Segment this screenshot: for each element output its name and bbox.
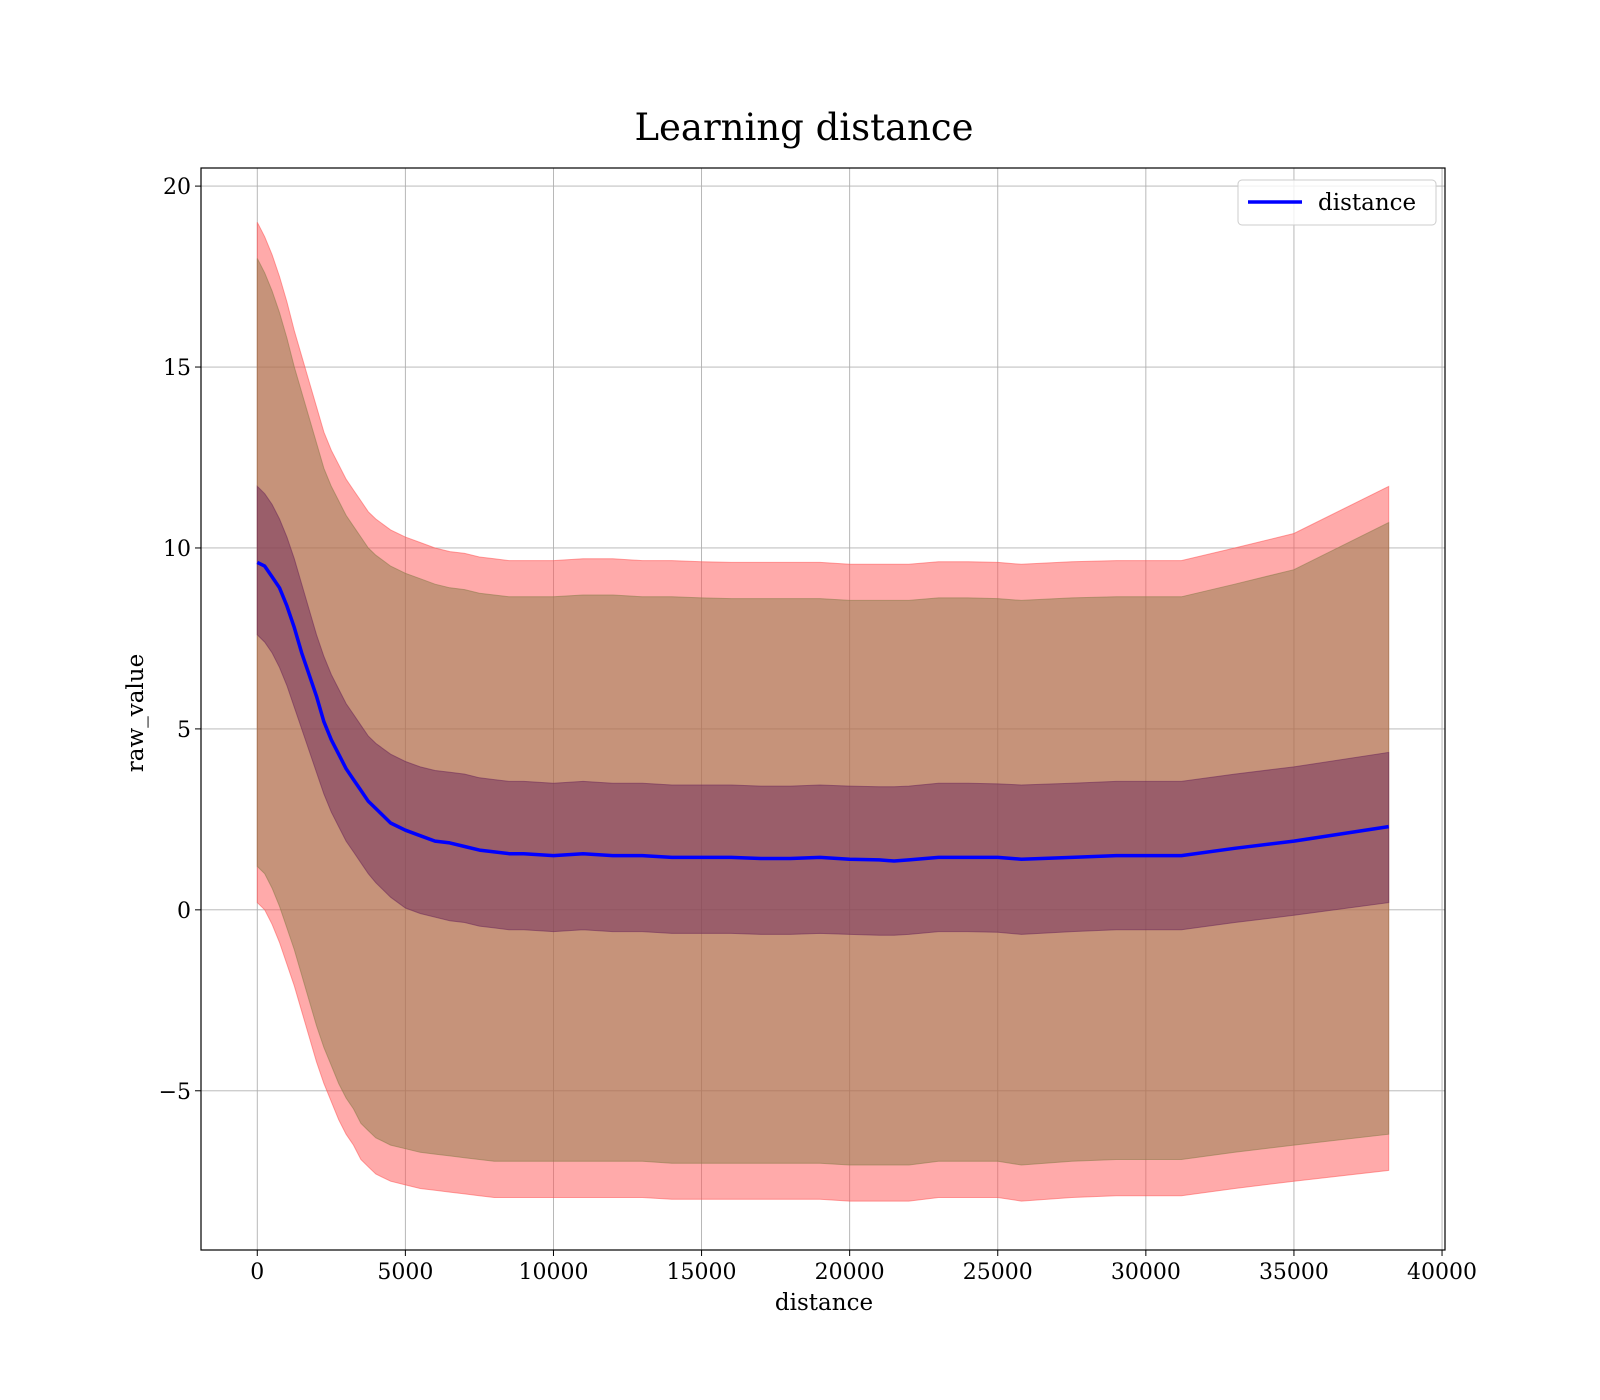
confidence-bands bbox=[256, 222, 1390, 1202]
x-axis-label: distance bbox=[775, 1290, 873, 1316]
x-tick-label: 20000 bbox=[815, 1260, 885, 1285]
series-lines bbox=[256, 560, 1389, 863]
x-tick-label: 30000 bbox=[1111, 1260, 1181, 1285]
band-inner bbox=[256, 485, 1390, 936]
x-tick-label: 0 bbox=[250, 1260, 264, 1285]
y-tick-label: −5 bbox=[159, 1080, 191, 1105]
band-middle bbox=[256, 258, 1390, 1166]
y-tick-label: 15 bbox=[163, 356, 191, 381]
y-axis-ticks: −5 0 5 10 15 20 bbox=[159, 175, 201, 1105]
x-axis-ticks: 0 5000 10000 15000 20000 25000 30000 35000 40000 bbox=[250, 1250, 1477, 1285]
x-tick-label: 40000 bbox=[1407, 1260, 1477, 1285]
x-tick-label: 5000 bbox=[377, 1260, 433, 1285]
legend-box bbox=[1237, 179, 1437, 226]
x-tick-label: 35000 bbox=[1259, 1260, 1329, 1285]
y-tick-label: 20 bbox=[163, 175, 191, 200]
y-tick-label: 5 bbox=[177, 718, 191, 743]
y-axis-label: raw_value bbox=[123, 654, 149, 772]
plot-frame bbox=[200, 167, 1446, 1251]
series-line-distance bbox=[256, 560, 1389, 863]
chart-title: Learning distance bbox=[634, 106, 973, 149]
y-tick-label: 0 bbox=[177, 899, 191, 924]
legend: distance bbox=[1237, 179, 1437, 226]
y-tick-label: 10 bbox=[163, 537, 191, 562]
legend-label-distance: distance bbox=[1318, 190, 1416, 216]
x-tick-label: 25000 bbox=[963, 1260, 1033, 1285]
x-tick-label: 15000 bbox=[667, 1260, 737, 1285]
x-tick-label: 10000 bbox=[518, 1260, 588, 1285]
